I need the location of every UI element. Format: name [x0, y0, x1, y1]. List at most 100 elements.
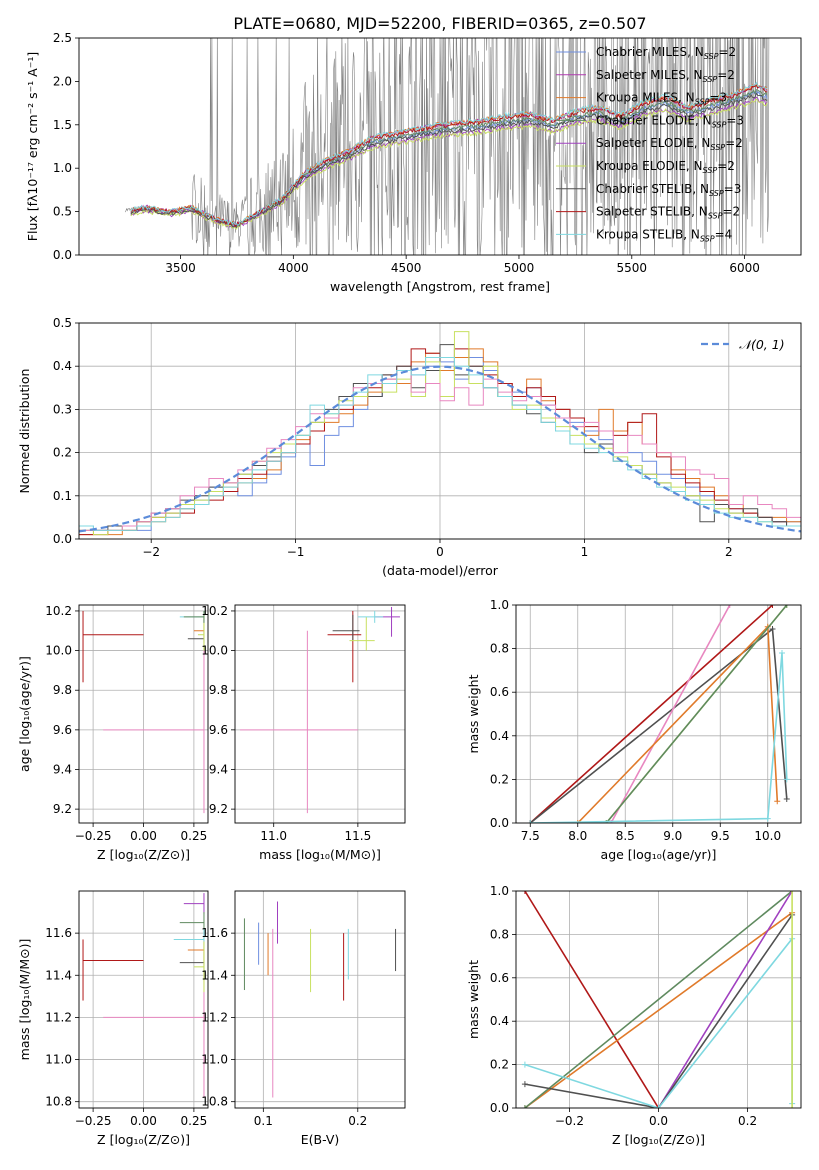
x-tick-label: 0.0 — [649, 1114, 668, 1128]
y-axis-label: Normed distribution — [17, 369, 32, 494]
y-tick-label: 2.0 — [53, 74, 72, 88]
panel-spectrum: 3500 4000 4500 5000 5500 6000 0.0 0.5 1.0 1.5 2.0 2… — [25, 31, 802, 294]
y-tick-label: 11.6 — [201, 926, 228, 940]
axes-frame — [78, 890, 209, 1109]
y-tick-label: 0.4 — [490, 1014, 509, 1028]
x-axis-label: (data-model)/error — [382, 563, 499, 578]
y-tick-label: 1.5 — [53, 118, 72, 132]
weight-line-chabrier-elodie — [605, 605, 788, 823]
plot-area-weight-vs-age — [527, 605, 790, 823]
y-tick-label: 10.8 — [45, 1095, 72, 1109]
weight-marker — [521, 1105, 528, 1108]
weight-marker — [521, 891, 528, 894]
x-tick-label: 0.2 — [738, 1114, 757, 1128]
y-tick-label: 0.0 — [53, 248, 72, 262]
figure-title: PLATE=0680, MJD=52200, FIBERID=0365, z=0… — [233, 14, 646, 33]
x-tick-label: 9.0 — [663, 829, 682, 843]
x-tick-label: 6000 — [729, 261, 760, 275]
x-axis-label: age [log₁₀(age/yr)] — [601, 847, 717, 862]
y-tick-label: 10.2 — [201, 604, 228, 618]
x-tick-label: 11.5 — [345, 829, 372, 843]
y-tick-label: 0.4 — [490, 729, 509, 743]
weight-line-salpeter-elodie — [657, 891, 793, 1108]
weight-line-salpeter-stelib — [524, 891, 660, 1108]
legend-label: Salpeter STELIB, NSSP=2 — [596, 205, 740, 221]
weight-marker — [769, 605, 776, 608]
weight-marker — [783, 796, 790, 803]
x-axis-label: mass [log₁₀(M/M⊙)] — [259, 847, 381, 862]
y-tick-label: 9.8 — [209, 683, 228, 697]
y-tick-label: 2.5 — [53, 31, 72, 45]
panel-weight-vs-age: 7.5 8.0 8.5 9.0 9.5 10.0 0.0 0.2 0.4 0.6 0.8 1.0 age… — [466, 598, 802, 862]
x-tick-label: 1 — [581, 545, 589, 559]
plot-area-spectrum — [125, 38, 770, 255]
y-tick-label: 9.6 — [53, 723, 72, 737]
panel-mass-vs-ebv: 0.1 0.2 10.8 11.0 11.2 11.4 11.6 E(B-V) — [201, 890, 406, 1147]
y-tick-label: 11.0 — [201, 1053, 228, 1067]
legend-label: Kroupa ELODIE, NSSP=2 — [596, 159, 735, 175]
weight-line-kroupa-stelib — [530, 652, 788, 823]
plot-area-age-vs-mass — [240, 606, 400, 814]
x-tick-label: 0.2 — [348, 1114, 367, 1128]
y-tick-label: 10.8 — [201, 1095, 228, 1109]
x-tick-label: 0 — [436, 545, 444, 559]
weight-marker — [574, 820, 581, 823]
y-tick-label: 0.0 — [490, 816, 509, 830]
y-tick-label: 0.5 — [53, 316, 72, 330]
y-tick-label: 0.6 — [490, 971, 509, 985]
weight-marker — [783, 776, 790, 783]
legend-label: Salpeter MILES, NSSP=2 — [596, 68, 735, 84]
x-tick-label: −1 — [287, 545, 305, 559]
y-tick-label: 0.8 — [490, 927, 509, 941]
y-tick-label: 0.1 — [53, 489, 72, 503]
weight-marker — [527, 820, 534, 823]
weight-marker — [774, 798, 781, 805]
weight-marker — [764, 815, 771, 822]
x-tick-label: 2 — [725, 545, 733, 559]
y-tick-label: 0.8 — [490, 642, 509, 656]
x-axis-label: wavelength [Angstrom, rest frame] — [330, 279, 550, 294]
panels: 3500 4000 4500 5000 5500 6000 0.0 0.5 1.0 1.5 2.0 2… — [17, 31, 802, 1147]
weight-line-kroupa-miles — [524, 912, 793, 1108]
x-tick-label: 4000 — [278, 261, 309, 275]
y-tick-label: 0.4 — [53, 359, 72, 373]
panel-age-vs-mass: 11.0 11.5 9.2 9.4 9.6 9.8 10.0 10.2 mass [log₁₀(… — [201, 604, 406, 862]
y-tick-label: 0.6 — [490, 685, 509, 699]
y-axis-label: mass weight — [466, 960, 481, 1039]
axes-frame — [515, 890, 802, 1109]
weight-line-pink — [610, 605, 731, 823]
panel-mass-vs-z: −0.25 0.00 0.25 10.8 11.0 11.2 11.4 11.6 Z [log₁… — [17, 890, 209, 1147]
weight-line-chabrier-stelib — [529, 627, 788, 823]
y-tick-label: 0.2 — [490, 772, 509, 786]
histogram-kroupa-stelib — [79, 357, 801, 539]
plot-area-residual-histogram — [79, 331, 801, 539]
x-axis-label: Z [log₁₀(Z/Z⊙)] — [97, 1132, 190, 1147]
axes-frame — [78, 604, 209, 824]
x-tick-label: 5000 — [504, 261, 535, 275]
x-tick-label: 0.25 — [181, 829, 208, 843]
y-axis-label: mass [log₁₀(M/M⊙)] — [17, 939, 32, 1061]
normal-curve-line — [79, 365, 801, 533]
x-tick-label: 0.00 — [130, 1114, 157, 1128]
plot-area-weight-vs-z — [521, 891, 796, 1108]
model-line-kroupa-stelib — [130, 81, 768, 227]
y-tick-label: 1.0 — [53, 161, 72, 175]
weight-marker — [789, 891, 796, 894]
y-tick-label: 9.6 — [209, 723, 228, 737]
y-tick-label: 0.0 — [53, 532, 72, 546]
x-axis-label: E(B-V) — [301, 1132, 340, 1147]
y-tick-label: 11.2 — [201, 1010, 228, 1024]
x-tick-label: 8.5 — [616, 829, 635, 843]
model-line-kroupa-elodie — [130, 98, 768, 230]
axes-frame — [515, 604, 802, 824]
y-tick-label: 11.4 — [201, 968, 228, 982]
legend-label: 𝒩(0, 1) — [739, 337, 785, 352]
histogram-kroupa-elodie — [79, 331, 801, 539]
weight-line-kroupa-miles — [577, 624, 779, 823]
weight-marker — [789, 1105, 796, 1108]
legend-label: Kroupa STELIB, NSSP=4 — [596, 227, 732, 243]
x-tick-label: 8.0 — [568, 829, 587, 843]
x-tick-label: −0.25 — [75, 1114, 112, 1128]
y-tick-label: 11.6 — [45, 926, 72, 940]
weight-marker — [769, 625, 776, 632]
